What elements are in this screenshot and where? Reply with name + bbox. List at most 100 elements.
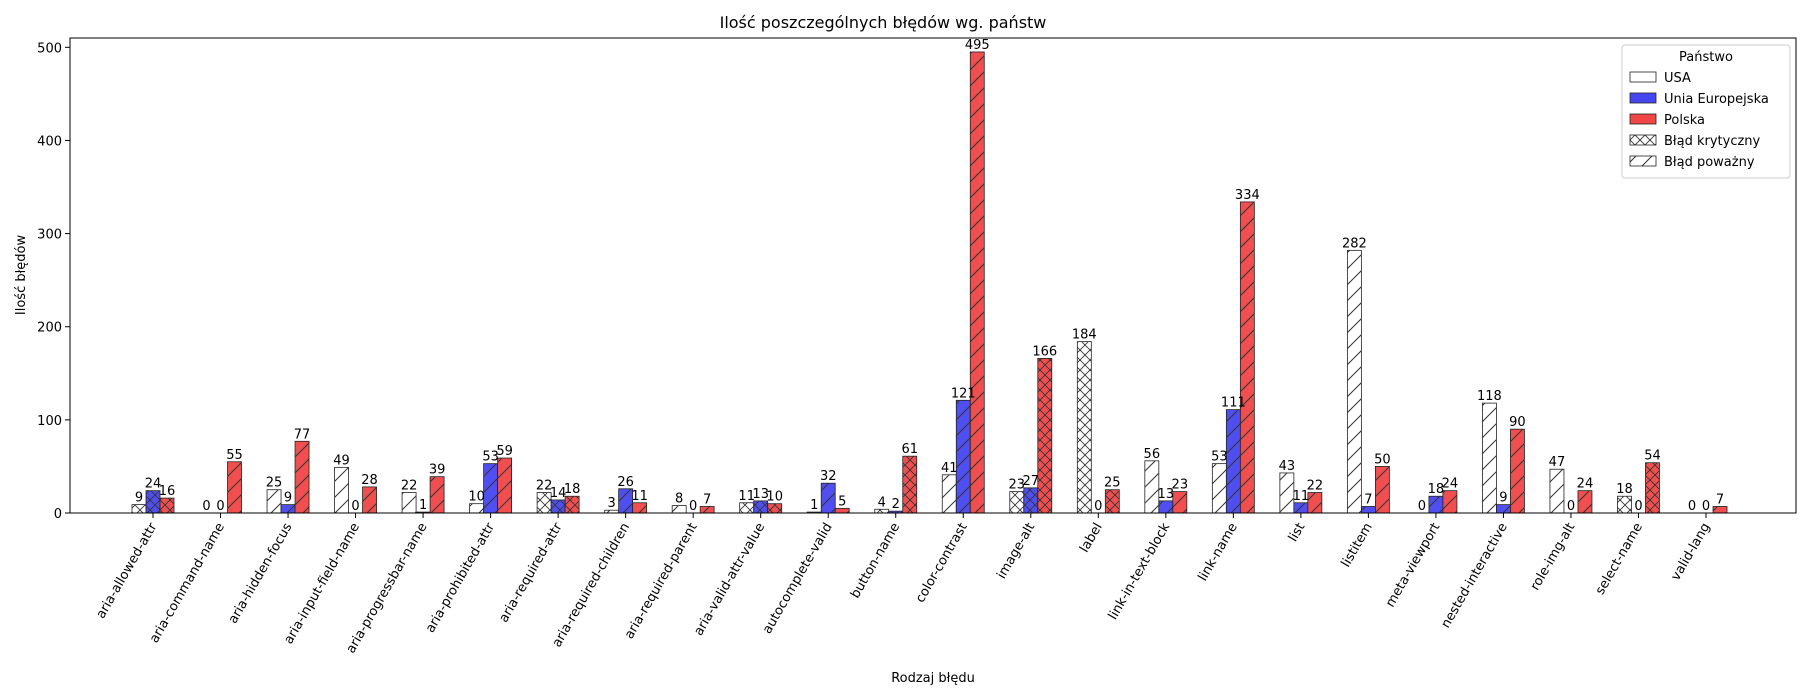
value-label-unia-europejska-aria-hidden-focus: 9 [284, 491, 292, 506]
bar-hatch-polska-link-in-text-block [1172, 491, 1187, 513]
bar-hatch-usa-nested-interactive [1482, 403, 1497, 513]
x-tick-label-link-name: link-name [1196, 521, 1241, 584]
y-tick-label-200: 200 [37, 321, 62, 336]
bar-hatch-unia-europejska-nested-interactive [1496, 504, 1511, 513]
value-label-unia-europejska-image-alt: 27 [1023, 474, 1040, 489]
bar-hatch-polska-aria-prohibited-attr [497, 458, 512, 513]
bar-hatch-unia-europejska-listitem [1361, 506, 1376, 513]
x-tick-label-aria-prohibited-attr: aria-prohibited-attr [423, 520, 498, 636]
value-label-unia-europejska-list: 11 [1293, 489, 1310, 504]
x-tick-label-aria-hidden-focus: aria-hidden-focus [226, 520, 296, 626]
x-tick-label-aria-progressbar-name: aria-progressbar-name [344, 521, 431, 657]
y-tick-label-400: 400 [37, 134, 62, 149]
legend-swatch-critical [1629, 134, 1657, 146]
value-label-usa-aria-progressbar-name: 22 [401, 479, 418, 494]
value-label-usa-list: 43 [1279, 459, 1296, 474]
value-label-usa-valid-lang: 0 [1688, 499, 1696, 514]
bar-hatch-usa-aria-allowed-attr [132, 504, 146, 513]
value-label-unia-europejska-aria-input-field-name: 0 [351, 499, 359, 514]
bar-hatch-polska-aria-command-name [227, 461, 242, 513]
bar-hatch-unia-europejska-aria-required-children [618, 488, 633, 513]
value-label-polska-aria-command-name: 55 [226, 448, 243, 463]
value-label-polska-aria-required-parent: 7 [703, 492, 711, 507]
x-tick-label-aria-command-name: aria-command-name [147, 521, 228, 646]
value-label-unia-europejska-label: 0 [1094, 499, 1102, 514]
value-label-usa-aria-input-field-name: 49 [333, 453, 350, 468]
bar-hatch-usa-select-name [1617, 496, 1632, 513]
value-label-usa-aria-hidden-focus: 25 [266, 476, 283, 491]
bar-hatch-polska-select-name [1645, 462, 1660, 513]
value-label-usa-aria-allowed-attr: 9 [135, 491, 143, 506]
bar-hatch-polska-nested-interactive [1510, 429, 1525, 513]
value-label-unia-europejska-autocomplete-valid: 32 [820, 469, 837, 484]
value-label-usa-color-contrast: 41 [941, 461, 958, 476]
value-label-unia-europejska-meta-viewport: 18 [1428, 482, 1445, 497]
x-tick-label-aria-allowed-attr: aria-allowed-attr [94, 520, 161, 621]
y-axis: 0 100 200 300 400 500 [37, 41, 70, 522]
bar-hatch-polska-aria-required-attr [565, 496, 580, 513]
x-tick-label-autocomplete-valid: autocomplete-valid [760, 521, 836, 637]
bar-hatch-polska-role-img-alt [1577, 490, 1592, 513]
value-label-polska-link-in-text-block: 23 [1172, 478, 1189, 493]
x-axis-label: Rodzaj błędu [891, 671, 975, 686]
bar-hatch-polska-image-alt [1037, 358, 1052, 513]
value-label-unia-europejska-valid-lang: 0 [1702, 499, 1710, 514]
bar-hatch-unia-europejska-link-name [1226, 409, 1241, 513]
value-label-polska-color-contrast: 495 [965, 38, 990, 53]
bar-hatch-polska-aria-progressbar-name [430, 476, 445, 513]
value-label-unia-europejska-aria-allowed-attr: 24 [145, 477, 162, 492]
value-label-usa-image-alt: 23 [1009, 478, 1026, 493]
value-label-unia-europejska-aria-command-name: 0 [216, 499, 224, 514]
value-label-unia-europejska-link-name: 111 [1221, 396, 1246, 411]
bar-hatch-unia-europejska-link-in-text-block [1158, 500, 1173, 513]
x-tick-label-aria-required-children: aria-required-children [550, 521, 633, 651]
value-label-polska-listitem: 50 [1374, 452, 1391, 467]
legend-title: Państwo [1679, 50, 1733, 65]
bar-hatch-polska-meta-viewport [1442, 490, 1457, 513]
y-tick-label-0: 0 [54, 507, 62, 522]
bar-hatch-usa-list [1279, 472, 1294, 513]
y-tick-label-300: 300 [37, 228, 62, 243]
value-label-polska-aria-valid-attr-value: 10 [766, 490, 783, 505]
legend-swatch-polska [1629, 113, 1657, 125]
bar-hatch-unia-europejska-aria-allowed-attr [146, 490, 160, 513]
x-tick-label-role-img-alt: role-img-alt [1528, 521, 1579, 594]
value-label-polska-valid-lang: 7 [1716, 492, 1724, 507]
value-label-unia-europejska-link-in-text-block: 13 [1158, 487, 1175, 502]
bar-hatch-polska-autocomplete-valid [835, 508, 850, 513]
bar-hatch-polska-aria-allowed-attr [160, 498, 174, 513]
y-tick-label-500: 500 [37, 41, 62, 56]
bar-hatch-usa-aria-prohibited-attr [469, 503, 484, 513]
bar-hatch-unia-europejska-aria-valid-attr-value [753, 500, 768, 513]
value-label-unia-europejska-aria-required-children: 26 [617, 475, 634, 490]
bar-hatch-polska-label [1105, 489, 1120, 513]
value-label-unia-europejska-aria-prohibited-attr: 53 [482, 450, 499, 465]
x-tick-label-link-in-text-block: link-in-text-block [1106, 520, 1174, 622]
bar-hatch-usa-aria-progressbar-name [402, 492, 417, 513]
value-label-polska-button-name: 61 [901, 442, 918, 457]
value-label-polska-nested-interactive: 90 [1509, 415, 1526, 430]
value-label-unia-europejska-select-name: 0 [1634, 499, 1642, 514]
bar-hatch-unia-europejska-image-alt [1023, 487, 1038, 513]
legend-swatch-serious [1629, 155, 1657, 167]
value-label-unia-europejska-button-name: 2 [892, 497, 900, 512]
bar-hatch-unia-europejska-button-name [888, 511, 903, 513]
value-label-unia-europejska-nested-interactive: 9 [1499, 491, 1507, 506]
value-label-usa-aria-valid-attr-value: 11 [738, 489, 755, 504]
x-tick-label-aria-required-attr: aria-required-attr [496, 520, 565, 625]
bar-hatch-usa-button-name [874, 509, 889, 513]
x-tick-label-listitem: listitem [1339, 521, 1376, 570]
value-label-polska-aria-required-attr: 18 [564, 482, 581, 497]
value-label-polska-aria-input-field-name: 28 [361, 473, 378, 488]
value-label-unia-europejska-role-img-alt: 0 [1567, 499, 1575, 514]
bar-hatch-unia-europejska-color-contrast [956, 400, 971, 513]
bar-hatch-usa-aria-valid-attr-value [739, 502, 754, 513]
value-label-unia-europejska-aria-valid-attr-value: 13 [752, 487, 769, 502]
bar-hatch-usa-aria-required-attr [537, 492, 552, 513]
value-label-usa-role-img-alt: 47 [1549, 455, 1566, 470]
x-tick-label-select-name: select-name [1593, 521, 1646, 598]
bar-hatch-unia-europejska-aria-hidden-focus [281, 504, 296, 513]
value-label-usa-aria-required-attr: 22 [536, 479, 553, 494]
chart-title: Ilość poszczególnych błędów wg. państw [720, 13, 1047, 32]
